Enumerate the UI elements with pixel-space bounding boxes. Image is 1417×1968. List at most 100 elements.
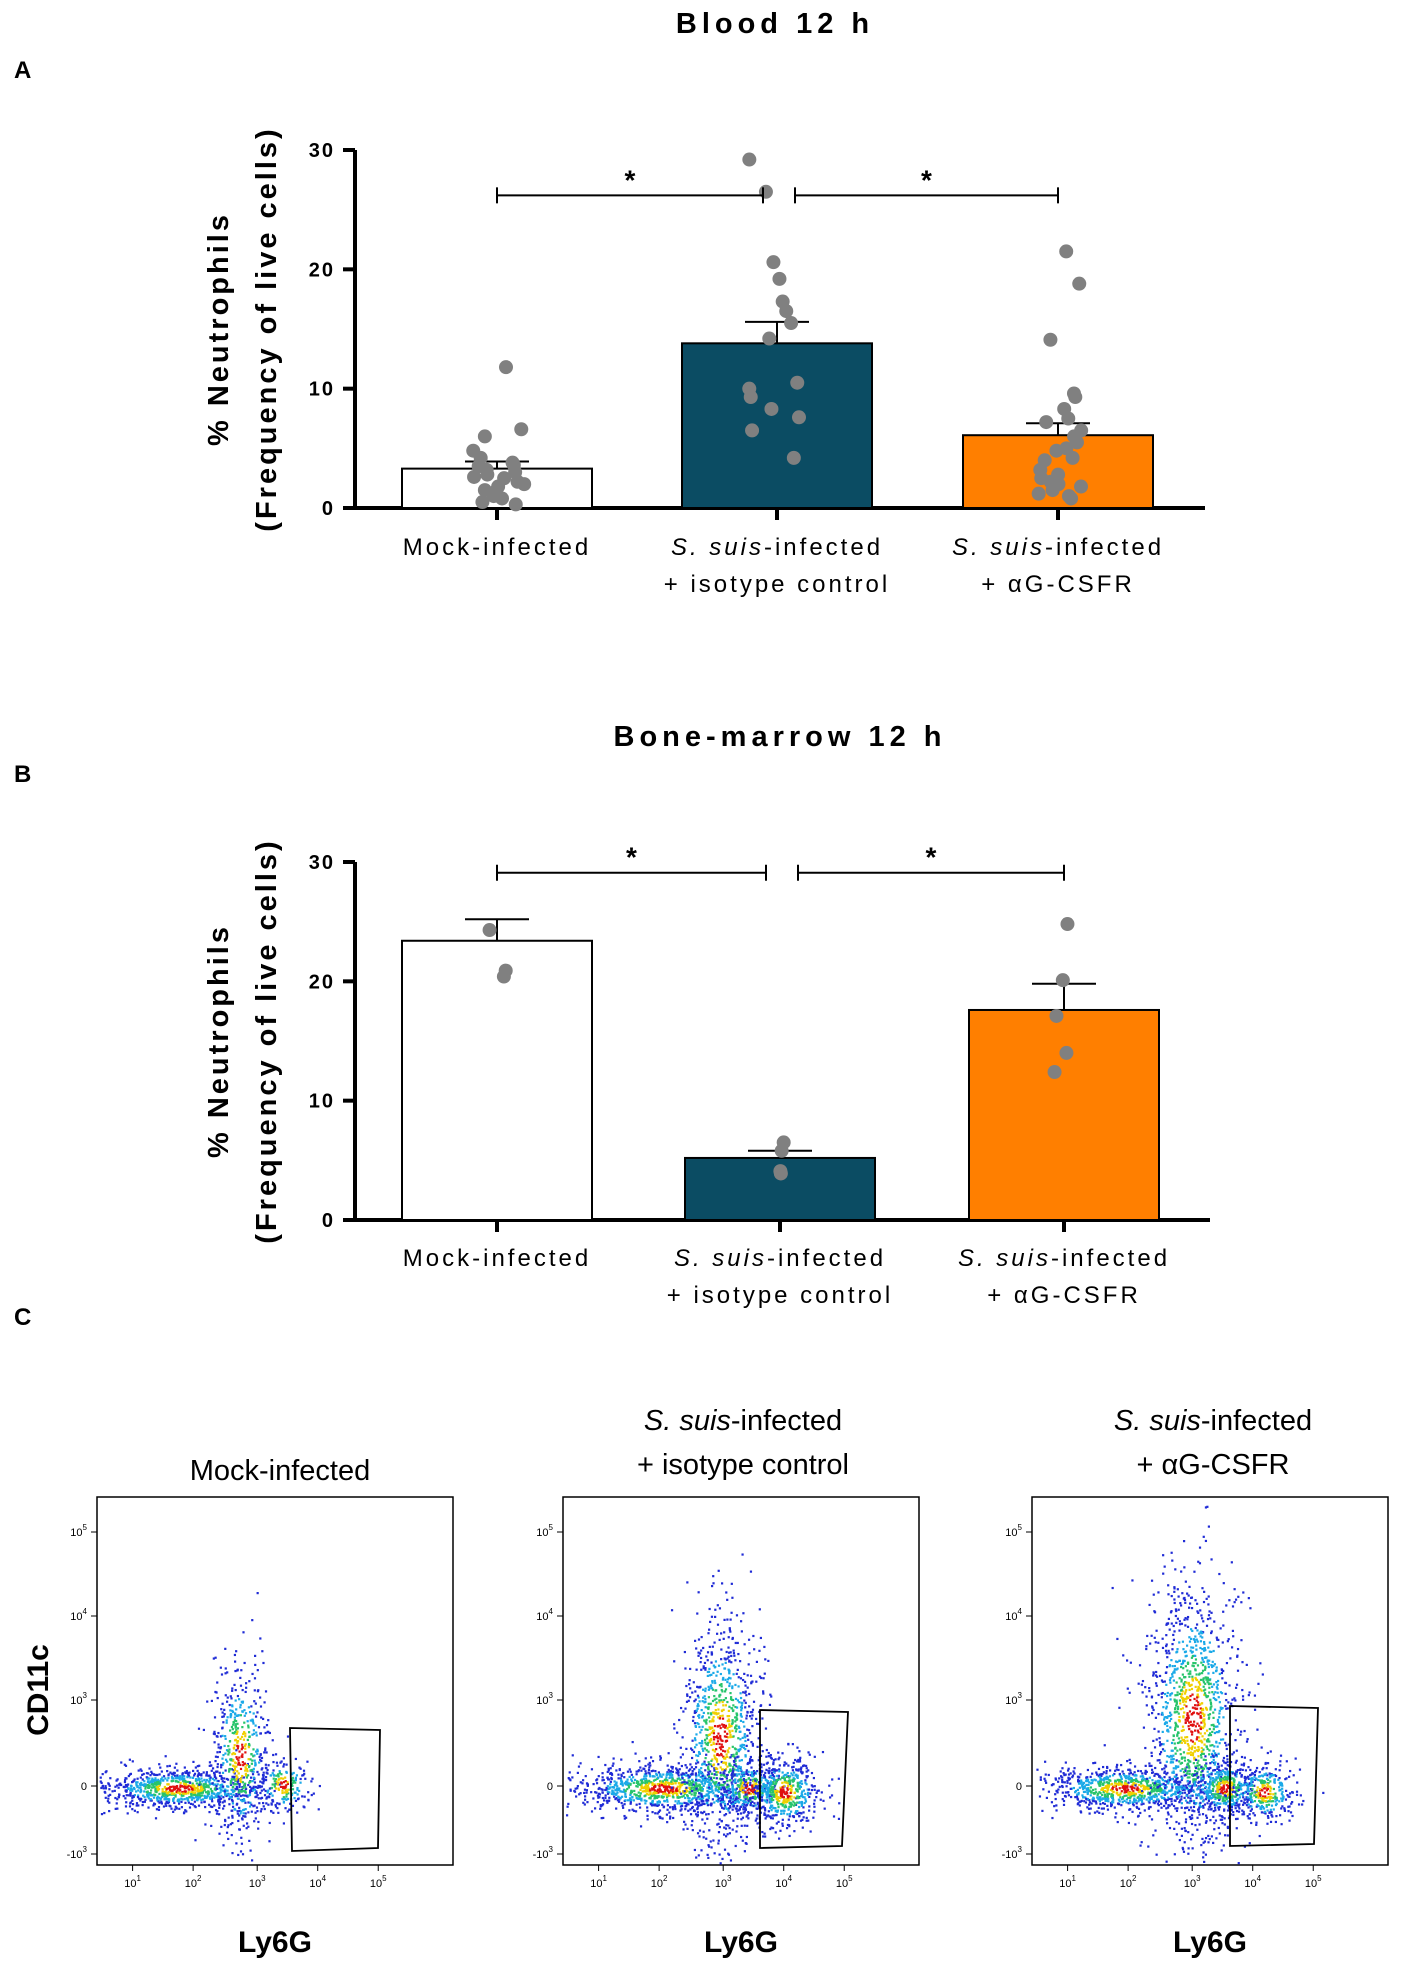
facs-event	[791, 1769, 794, 1772]
facs-event	[191, 1793, 194, 1796]
facs-event	[104, 1791, 107, 1794]
facs-event	[739, 1778, 742, 1781]
facs-event	[198, 1781, 202, 1784]
facs-event	[778, 1764, 781, 1767]
facs-event	[711, 1758, 714, 1761]
facs-event	[734, 1800, 737, 1804]
facs-event	[731, 1784, 734, 1787]
facs-event	[218, 1800, 221, 1803]
facs-event	[1119, 1782, 1122, 1785]
facs-event	[282, 1822, 285, 1825]
facs-event	[789, 1805, 793, 1808]
facs-event	[800, 1792, 803, 1795]
facs-event	[808, 1753, 811, 1756]
facs-event	[199, 1794, 202, 1797]
facs-event	[639, 1788, 642, 1791]
facs-event	[733, 1760, 736, 1764]
facs-event	[729, 1630, 732, 1633]
x-tick-base: 10	[715, 1878, 727, 1890]
facs-event	[808, 1809, 811, 1812]
facs-event	[735, 1724, 738, 1727]
facs-event	[726, 1715, 729, 1718]
facs-event	[661, 1803, 664, 1806]
facs-event	[706, 1743, 709, 1747]
y-tick-label: 104	[536, 1607, 553, 1623]
facs-event	[257, 1784, 260, 1787]
facs-event	[731, 1719, 734, 1722]
facs-event	[264, 1763, 267, 1766]
facs-event	[172, 1779, 175, 1782]
facs-event	[242, 1789, 245, 1793]
facs-event	[707, 1783, 711, 1787]
facs-event	[764, 1658, 767, 1661]
facs-event	[286, 1797, 290, 1801]
facs-event	[684, 1782, 688, 1785]
facs-event	[152, 1786, 156, 1789]
facs-event	[197, 1795, 200, 1799]
y-tick-base: 10	[536, 1611, 548, 1623]
x-tick-exp: 1	[602, 1874, 607, 1883]
facs-event	[619, 1777, 622, 1780]
facs-event	[164, 1777, 167, 1780]
x-tick-exp: 3	[261, 1874, 266, 1883]
facs-event	[771, 1793, 774, 1796]
facs-event	[212, 1657, 215, 1660]
facs-event	[724, 1835, 728, 1838]
facs-event	[189, 1796, 192, 1799]
facs-event	[1151, 1788, 1154, 1791]
facs-event	[719, 1771, 722, 1774]
facs-event	[228, 1751, 231, 1754]
facs-event	[264, 1766, 268, 1769]
facs-event	[728, 1762, 731, 1765]
facs-event	[731, 1698, 735, 1702]
facs-event	[698, 1784, 702, 1787]
facs-event	[1062, 1803, 1066, 1807]
facs-event	[718, 1701, 721, 1704]
facs-event	[164, 1794, 167, 1797]
facs-event	[623, 1814, 626, 1818]
facs-event	[721, 1857, 724, 1861]
facs-event	[711, 1584, 714, 1588]
facs-event	[116, 1778, 119, 1781]
facs-event	[626, 1778, 629, 1781]
facs-event	[722, 1807, 725, 1810]
facs-event	[273, 1785, 276, 1788]
facs-event	[1066, 1769, 1070, 1772]
facs-event	[617, 1795, 620, 1798]
facs-event	[777, 1777, 780, 1780]
facs-event	[1080, 1799, 1083, 1803]
facs-event	[244, 1791, 247, 1794]
facs-event	[650, 1770, 653, 1773]
facs-event	[775, 1797, 778, 1800]
facs-event	[741, 1781, 744, 1784]
facs-event	[214, 1794, 217, 1797]
facs-event	[100, 1786, 103, 1790]
facs-event	[765, 1779, 768, 1782]
facs-event	[296, 1788, 299, 1791]
facs-event	[260, 1756, 264, 1760]
facs-event	[231, 1775, 234, 1778]
data-point	[1055, 973, 1070, 988]
facs-event	[801, 1796, 804, 1799]
facs-event	[1213, 1761, 1216, 1764]
facs-event	[721, 1745, 724, 1749]
facs-event	[1128, 1808, 1131, 1811]
facs-event	[684, 1796, 687, 1800]
facs-event	[691, 1748, 694, 1752]
facs-event	[730, 1777, 733, 1780]
facs-event	[802, 1764, 805, 1767]
facs-event	[671, 1793, 675, 1796]
facs-event	[632, 1781, 635, 1784]
facs-event	[703, 1775, 706, 1778]
facs-event	[263, 1807, 266, 1811]
facs-event	[677, 1762, 680, 1765]
facs-event	[173, 1808, 176, 1811]
facs-event	[711, 1645, 714, 1648]
facs-event	[198, 1789, 201, 1792]
facs-event	[707, 1761, 710, 1764]
facs-event	[797, 1768, 800, 1771]
facs-event	[747, 1729, 751, 1732]
facs-event	[671, 1765, 674, 1769]
facs-event	[708, 1716, 711, 1719]
facs-event	[685, 1786, 688, 1789]
